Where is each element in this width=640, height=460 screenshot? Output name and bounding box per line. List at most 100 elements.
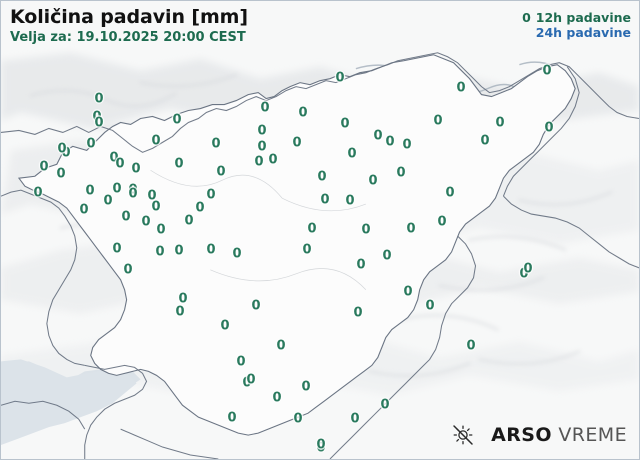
legend-label-12h: 12h padavine — [535, 10, 631, 25]
station-value-marker: 0 — [79, 202, 89, 218]
station-value-marker: 0 — [316, 440, 326, 456]
station-value-marker: 0 — [151, 199, 161, 215]
station-value-marker: 0 — [172, 112, 182, 128]
station-value-marker: 0 — [141, 214, 151, 230]
station-value-marker: 0 — [257, 123, 267, 139]
station-value-marker: 0 — [155, 244, 165, 260]
station-value-marker: 0 — [156, 222, 166, 238]
station-value-marker: 0 — [123, 262, 133, 278]
station-value-marker: 0 — [206, 187, 216, 203]
station-value-marker: 0 — [340, 116, 350, 132]
station-value-marker: 0 — [437, 214, 447, 230]
station-value-marker: 0 — [220, 318, 230, 334]
internal-boundaries — [150, 169, 367, 290]
legend: 0 12h padavine 24h padavine — [522, 10, 631, 40]
station-value-marker: 0 — [272, 390, 282, 406]
station-value-marker: 0 — [174, 243, 184, 259]
station-value-marker: 0 — [350, 411, 360, 427]
station-value-marker: 0 — [433, 113, 443, 129]
station-value-marker: 0 — [232, 246, 242, 262]
neighbour-borders — [1, 52, 639, 459]
station-value-marker: 0 — [94, 91, 104, 107]
station-value-marker: 0 — [353, 305, 363, 321]
station-value-marker: 0 — [403, 284, 413, 300]
station-value-marker: 0 — [86, 136, 96, 152]
station-value-marker: 0 — [131, 161, 141, 177]
brand-arso: ARSO — [491, 424, 552, 446]
station-value-marker: 0 — [347, 146, 357, 162]
station-value-marker: 0 — [254, 154, 264, 170]
station-value-marker: 0 — [335, 70, 345, 86]
station-value-marker: 0 — [317, 169, 327, 185]
station-value-marker: 0 — [301, 379, 311, 395]
station-value-marker: 0 — [260, 100, 270, 116]
station-value-marker: 0 — [396, 165, 406, 181]
station-value-marker: 0 — [128, 186, 138, 202]
station-value-marker: 0 — [103, 193, 113, 209]
station-value-marker: 0 — [302, 242, 312, 258]
station-value-marker: 0 — [61, 145, 71, 161]
station-value-marker: 0 — [211, 136, 221, 152]
station-value-marker: 0 — [246, 372, 256, 388]
station-value-marker: 0 — [316, 437, 326, 453]
station-value-marker: 0 — [257, 139, 267, 155]
station-value-marker: 0 — [480, 133, 490, 149]
station-value-marker: 0 — [56, 166, 66, 182]
station-value-marker: 0 — [356, 257, 366, 273]
station-value-marker: 0 — [175, 304, 185, 320]
sun-crossed-icon — [453, 425, 473, 445]
brand-text: ARSO VREME — [491, 424, 627, 446]
station-value-marker: 0 — [402, 137, 412, 153]
station-value-marker: 0 — [109, 150, 119, 166]
station-value-marker: 0 — [307, 221, 317, 237]
station-value-marker: 0 — [345, 193, 355, 209]
station-value-marker: 0 — [466, 338, 476, 354]
station-value-marker: 0 — [544, 120, 554, 136]
station-value-marker: 0 — [268, 152, 278, 168]
station-value-marker: 0 — [276, 338, 286, 354]
station-value-marker: 0 — [112, 241, 122, 257]
station-value-marker: 0 — [151, 133, 161, 149]
station-value-marker: 0 — [368, 173, 378, 189]
station-value-marker: 0 — [227, 410, 237, 426]
arso-branding: ARSO VREME — [451, 423, 627, 447]
station-value-marker: 0 — [251, 298, 261, 314]
station-value-marker: 0 — [112, 181, 122, 197]
station-value-marker: 0 — [523, 261, 533, 277]
station-value-marker: 0 — [519, 266, 529, 282]
station-value-marker: 0 — [425, 298, 435, 314]
adriatic-sea-main — [1, 359, 137, 446]
station-value-marker: 0 — [92, 109, 102, 125]
station-value-marker: 0 — [174, 156, 184, 172]
station-value-marker: 0 — [361, 222, 371, 238]
station-value-marker: 0 — [385, 134, 395, 150]
station-value-marker: 0 — [206, 242, 216, 258]
station-value-marker: 0 — [292, 135, 302, 151]
station-value-marker: 0 — [456, 80, 466, 96]
station-value-marker: 0 — [293, 411, 303, 427]
station-value-marker: 0 — [542, 63, 552, 79]
legend-sample-value: 0 — [522, 10, 531, 25]
station-value-marker: 0 — [380, 397, 390, 413]
station-value-marker: 0 — [216, 164, 226, 180]
station-value-marker: 0 — [178, 291, 188, 307]
legend-item-12h: 0 12h padavine — [522, 10, 631, 25]
station-value-marker: 0 — [445, 185, 455, 201]
station-value-marker: 0 — [242, 375, 252, 391]
station-value-marker: 0 — [236, 354, 246, 370]
station-value-marker: 0 — [320, 192, 330, 208]
station-value-marker: 0 — [39, 159, 49, 175]
station-value-marker: 0 — [195, 200, 205, 216]
station-value-marker: 0 — [128, 182, 138, 198]
station-value-marker: 0 — [57, 141, 67, 157]
station-value-marker: 0 — [85, 183, 95, 199]
station-value-marker: 0 — [406, 221, 416, 237]
station-value-marker: 0 — [298, 105, 308, 121]
station-value-marker: 0 — [147, 188, 157, 204]
legend-item-24h: 24h padavine — [522, 25, 631, 40]
station-value-marker: 0 — [115, 156, 125, 172]
station-value-marker: 0 — [121, 209, 131, 225]
station-value-marker: 0 — [184, 213, 194, 229]
